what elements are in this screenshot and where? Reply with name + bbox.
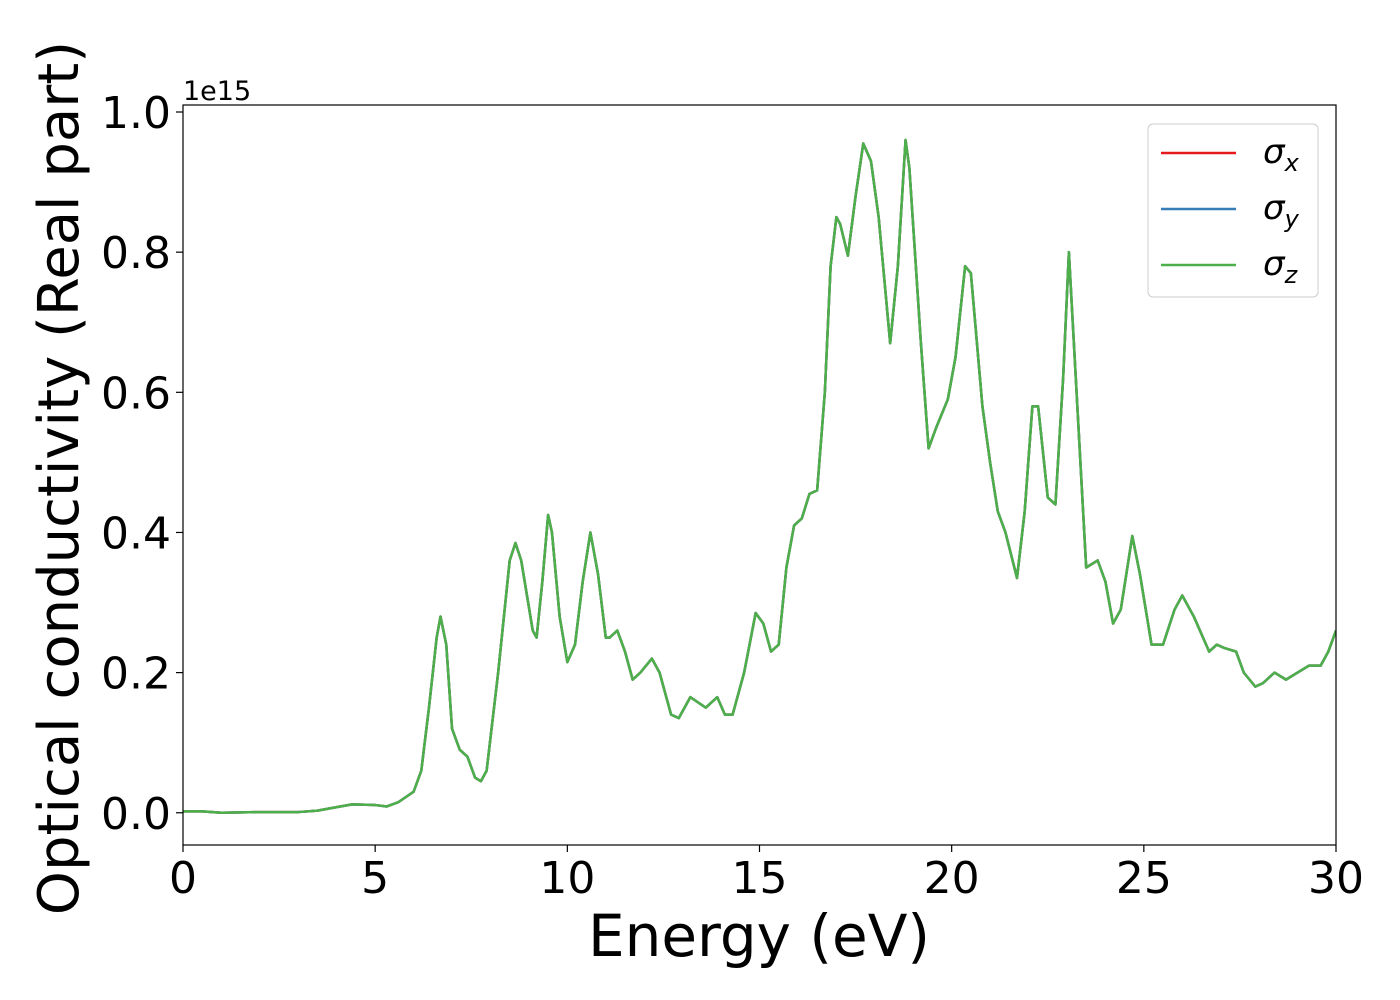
- x-axis-label: Energy (eV): [588, 902, 930, 970]
- x-tick-label: 5: [361, 853, 389, 904]
- legend-label: σx: [1263, 132, 1300, 177]
- x-tick-label: 10: [539, 853, 595, 904]
- x-tick-label: 15: [732, 853, 788, 904]
- y-tick-label: 0.4: [101, 508, 171, 559]
- y-tick-label: 0.8: [101, 228, 171, 279]
- y-tick-label: 0.0: [101, 789, 171, 840]
- legend-label: σy: [1263, 188, 1300, 233]
- series-line: [183, 138, 1336, 815]
- legend-box: [1147, 123, 1319, 298]
- x-tick-label: 20: [924, 853, 980, 904]
- y-axis-label: Optical conductivity (Real part): [27, 41, 92, 915]
- y-tick-label: 0.2: [101, 649, 171, 700]
- y-tick-label: 1.0: [101, 88, 171, 139]
- offset-label: 1e15: [183, 76, 251, 107]
- x-tick-label: 0: [169, 853, 197, 904]
- x-tick-label: 25: [1116, 853, 1172, 904]
- x-tick-label: 30: [1308, 853, 1364, 904]
- y-tick-label: 0.6: [101, 368, 171, 419]
- plot-frame: [182, 104, 1337, 846]
- legend-label: σz: [1263, 244, 1299, 289]
